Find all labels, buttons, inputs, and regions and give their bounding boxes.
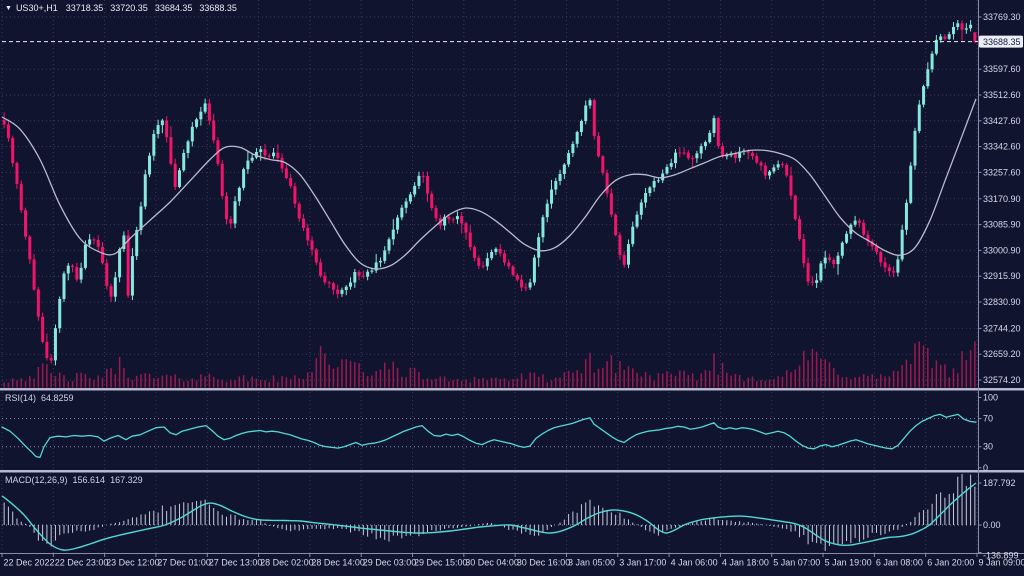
time-tick-label: 23 Dec 12:00 — [106, 558, 160, 568]
svg-text:33688.35: 33688.35 — [983, 37, 1021, 47]
price-tick-label: 33342.60 — [983, 142, 1021, 152]
symbol-period-label: US30+,H1 — [15, 3, 58, 13]
time-tick-label: 30 Dec 16:00 — [517, 558, 571, 568]
price-tick-label: 32830.90 — [983, 297, 1021, 307]
time-tick-label: 4 Jan 06:00 — [671, 558, 718, 568]
macd-indicator-label[interactable]: MACD(12,26,9) 156.614 167.329 — [5, 475, 148, 486]
time-tick-label: 28 Dec 14:00 — [311, 558, 365, 568]
time-tick-label: 3 Jan 17:00 — [619, 558, 666, 568]
bid-price-label: 33688.35 — [979, 35, 1023, 48]
ohlc-open: 33718.35 — [65, 3, 104, 13]
time-tick-label: 27 Dec 13:00 — [209, 558, 263, 568]
horizontal-gridlines — [2, 16, 977, 381]
ma-line — [1, 98, 977, 270]
time-tick-label: 22 Dec 23:00 — [55, 558, 109, 568]
macd-name: MACD(12,26,9) — [5, 475, 68, 485]
rsi-scale-label: 30 — [983, 442, 993, 452]
rsi-scale-label: 0 — [983, 463, 988, 473]
price-tick-label: 33170.90 — [983, 194, 1021, 204]
price-tick-label: 33085.90 — [983, 220, 1021, 230]
symbol-dropdown-icon[interactable]: ▼ — [5, 5, 12, 12]
macd-signal-value: 167.329 — [110, 475, 143, 485]
ohlc-close: 33688.35 — [199, 3, 237, 13]
pane-separator-rsi[interactable] — [0, 388, 1024, 391]
time-tick-label: 27 Dec 01:00 — [157, 558, 211, 568]
chart-title-bar: ▼ US30+,H1 33718.35 33720.35 33684.35 33688.3… — [5, 3, 244, 14]
pane-separator-macd[interactable] — [0, 470, 1024, 473]
time-axis[interactable] — [0, 553, 1024, 558]
rsi-scale-label: 70 — [983, 414, 993, 424]
candlesticks — [2, 20, 977, 366]
time-tick-label: 28 Dec 02:00 — [260, 558, 314, 568]
rsi-indicator-label[interactable]: RSI(14) 64.8259 — [5, 393, 79, 404]
macd-scale-label: -136.899 — [983, 551, 1019, 561]
rsi-scale-labels[interactable]: 100 70 30 0 — [978, 393, 999, 473]
time-tick-label: 29 Dec 15:00 — [414, 558, 468, 568]
price-tick-label: 33427.60 — [983, 116, 1021, 126]
time-tick-label: 22 Dec 2022 — [4, 558, 55, 568]
macd-scale-label: 187.792 — [983, 478, 1016, 488]
volume-bars — [3, 341, 976, 388]
time-tick-label: 4 Jan 18:00 — [722, 558, 769, 568]
time-tick-label: 9 Jan 09:00 — [979, 558, 1024, 568]
price-tick-label: 33000.90 — [983, 245, 1021, 255]
macd-signal-line — [1, 482, 977, 551]
rsi-name: RSI(14) — [5, 393, 37, 403]
price-tick-label: 33769.30 — [983, 12, 1021, 22]
price-axis-labels[interactable]: 33769.30 33597.60 33512.60 33427.60 33342.60… — [978, 12, 1021, 385]
time-tick-label: 5 Jan 19:00 — [825, 558, 872, 568]
price-tick-label: 32744.20 — [983, 323, 1021, 333]
rsi-line — [1, 413, 977, 458]
rsi-scale-label: 100 — [983, 393, 998, 403]
macd-histogram — [3, 474, 976, 551]
rsi-levels — [2, 418, 977, 448]
price-tick-label: 33257.60 — [983, 167, 1021, 177]
time-tick-label: 5 Jan 07:00 — [773, 558, 820, 568]
time-tick-label: 6 Jan 20:00 — [927, 558, 974, 568]
macd-scale-labels[interactable]: 187.792 0.00 -136.899 — [978, 478, 1019, 561]
time-tick-label: 6 Jan 08:00 — [876, 558, 923, 568]
price-tick-label: 32915.90 — [983, 271, 1021, 281]
ohlc-low: 33684.35 — [154, 3, 193, 13]
time-tick-label: 3 Jan 05:00 — [568, 558, 615, 568]
price-tick-label: 32574.20 — [983, 375, 1021, 385]
rsi-value: 64.8259 — [41, 393, 74, 403]
time-tick-label: 30 Dec 04:00 — [465, 558, 519, 568]
macd-scale-label: 0.00 — [983, 520, 1001, 530]
price-tick-label: 32659.20 — [983, 349, 1021, 359]
macd-main-value: 156.614 — [72, 475, 106, 485]
ohlc-high: 33720.35 — [110, 3, 148, 13]
time-tick-label: 29 Dec 03:00 — [363, 558, 417, 568]
price-tick-label: 33512.60 — [983, 90, 1021, 100]
price-tick-label: 33597.60 — [983, 64, 1021, 74]
